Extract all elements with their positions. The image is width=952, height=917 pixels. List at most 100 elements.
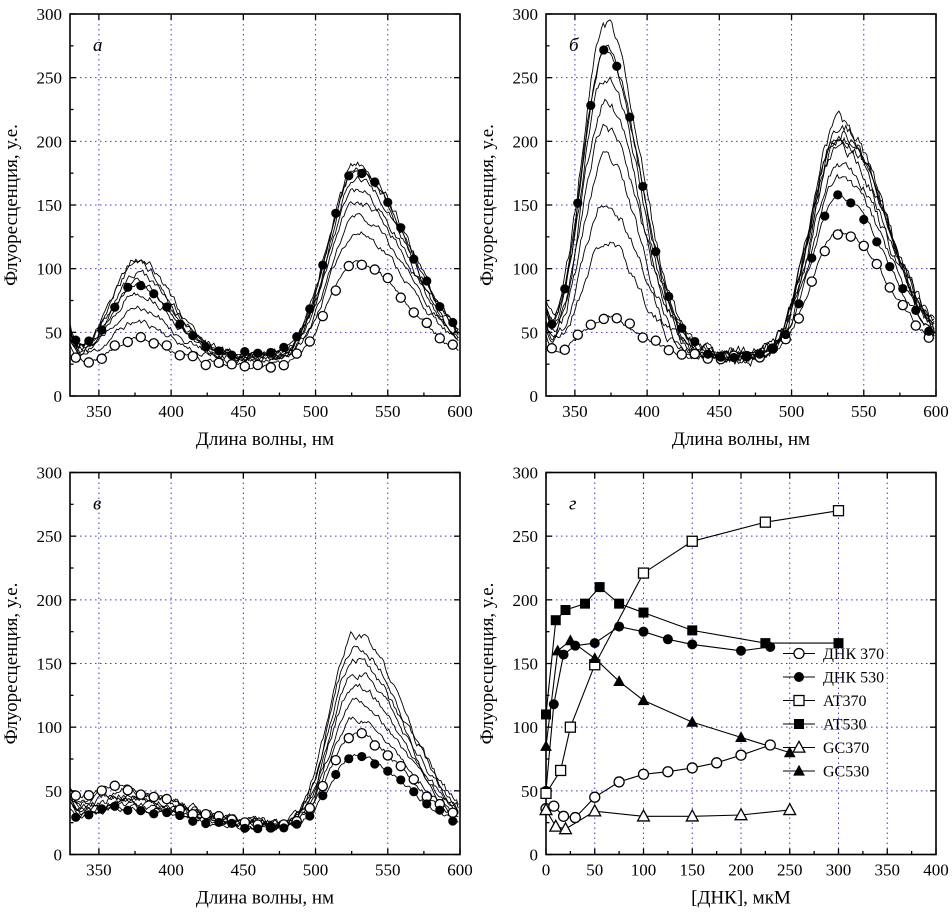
open-circle-marker — [557, 810, 570, 822]
filled-circle-marker — [396, 223, 406, 233]
filled-circle-marker — [599, 45, 609, 55]
filled-circle-marker — [123, 282, 133, 292]
open-circle-marker — [793, 647, 805, 660]
open-square-marker — [793, 694, 805, 707]
x-tick-label: 0 — [542, 861, 551, 880]
y-tick-label: 100 — [37, 260, 63, 279]
open-circle-marker — [369, 264, 381, 275]
filled-circle-marker — [331, 769, 341, 780]
filled-triangle-marker — [637, 694, 650, 706]
panel-letter: б — [569, 35, 580, 56]
open-circle-marker — [421, 317, 433, 329]
filled-circle-marker — [898, 283, 908, 294]
open-circle-marker — [589, 791, 601, 803]
y-tick-label: 250 — [513, 69, 539, 88]
x-tick-label: 400 — [923, 861, 949, 880]
y-tick-label: 150 — [513, 655, 539, 674]
gridlines — [546, 14, 936, 396]
filled-circle-marker — [331, 208, 341, 218]
open-circle-marker — [226, 359, 238, 370]
filled-circle-marker — [110, 302, 120, 312]
open-circle-marker — [343, 260, 355, 272]
spectra-curves — [69, 161, 459, 370]
open-circle-marker — [395, 292, 407, 303]
filled-circle-marker — [71, 812, 81, 822]
filled-circle-marker — [201, 342, 211, 352]
y-tick-label: 150 — [37, 655, 63, 674]
open-circle-marker — [148, 338, 160, 349]
y-tick-label: 0 — [54, 387, 63, 406]
filled-triangle-marker — [686, 715, 699, 727]
x-tick-label: 450 — [231, 402, 257, 421]
legend-label: AT530 — [823, 717, 867, 734]
x-tick-label: 300 — [826, 861, 852, 880]
filled-circle-marker — [279, 342, 289, 352]
filled-circle-marker — [662, 634, 673, 645]
x-axis-label: Длина волны, нм — [196, 429, 334, 450]
filled-circle-marker — [589, 638, 600, 649]
x-tick-label: 100 — [631, 861, 657, 880]
x-tick-label: 500 — [779, 402, 805, 421]
y-tick-label: 150 — [37, 196, 63, 215]
open-circle-marker — [598, 313, 610, 325]
axis-ticks — [546, 13, 937, 397]
filled-square-marker — [541, 709, 551, 720]
open-circle-marker — [161, 793, 173, 805]
axis-ticks — [70, 13, 461, 397]
open-square-marker — [686, 535, 698, 547]
y-tick-label: 300 — [37, 5, 63, 24]
open-circle-marker — [200, 808, 212, 820]
filled-circle-marker — [435, 805, 445, 815]
filled-circle-marker — [318, 260, 328, 270]
open-circle-marker — [174, 350, 186, 361]
open-circle-marker — [356, 259, 368, 271]
gridlines — [70, 472, 460, 855]
filled-circle-marker — [409, 787, 419, 797]
open-circle-marker — [832, 229, 844, 240]
open-square-marker — [759, 516, 772, 528]
series-markers — [70, 168, 459, 373]
open-circle-marker — [278, 359, 290, 371]
filled-circle-marker — [820, 211, 830, 221]
filled-circle-marker — [547, 319, 557, 329]
filled-circle-marker — [344, 171, 354, 181]
y-tick-label: 300 — [513, 464, 539, 483]
y-tick-label: 50 — [45, 782, 62, 801]
y-tick-label: 200 — [513, 132, 539, 151]
open-square-marker — [540, 787, 552, 800]
open-circle-marker — [304, 802, 316, 814]
filled-circle-marker — [266, 347, 276, 358]
filled-circle-marker — [422, 799, 432, 809]
open-triangle-marker — [548, 818, 563, 832]
open-circle-marker — [356, 727, 368, 739]
open-circle-marker — [819, 245, 831, 257]
open-circle-marker — [686, 762, 698, 774]
y-tick-label: 0 — [54, 846, 63, 865]
filled-circle-marker — [97, 804, 107, 814]
series-markers — [539, 505, 845, 835]
filled-circle-marker — [781, 329, 791, 340]
filled-circle-marker — [736, 645, 746, 656]
filled-circle-marker — [383, 197, 393, 208]
x-tick-label: 350 — [562, 402, 588, 421]
x-tick-label: 600 — [447, 861, 473, 880]
filled-circle-marker — [240, 823, 250, 833]
x-tick-label: 350 — [86, 402, 112, 421]
filled-circle-marker — [253, 824, 263, 834]
open-circle-marker — [637, 332, 649, 343]
filled-circle-marker — [188, 816, 198, 826]
open-circle-marker — [109, 780, 121, 792]
x-tick-label: 250 — [777, 861, 803, 880]
open-circle-marker — [447, 807, 459, 818]
y-tick-label: 50 — [45, 323, 62, 342]
x-tick-label: 500 — [303, 402, 329, 421]
filled-triangle-marker — [613, 675, 626, 686]
filled-circle-marker — [586, 100, 596, 111]
filled-circle-marker — [612, 61, 622, 71]
y-tick-label: 200 — [513, 591, 539, 610]
gridlines — [546, 472, 936, 855]
filled-circle-marker — [97, 325, 107, 335]
filled-circle-marker — [794, 672, 804, 682]
open-square-marker — [637, 567, 650, 579]
filled-circle-marker — [664, 291, 674, 302]
